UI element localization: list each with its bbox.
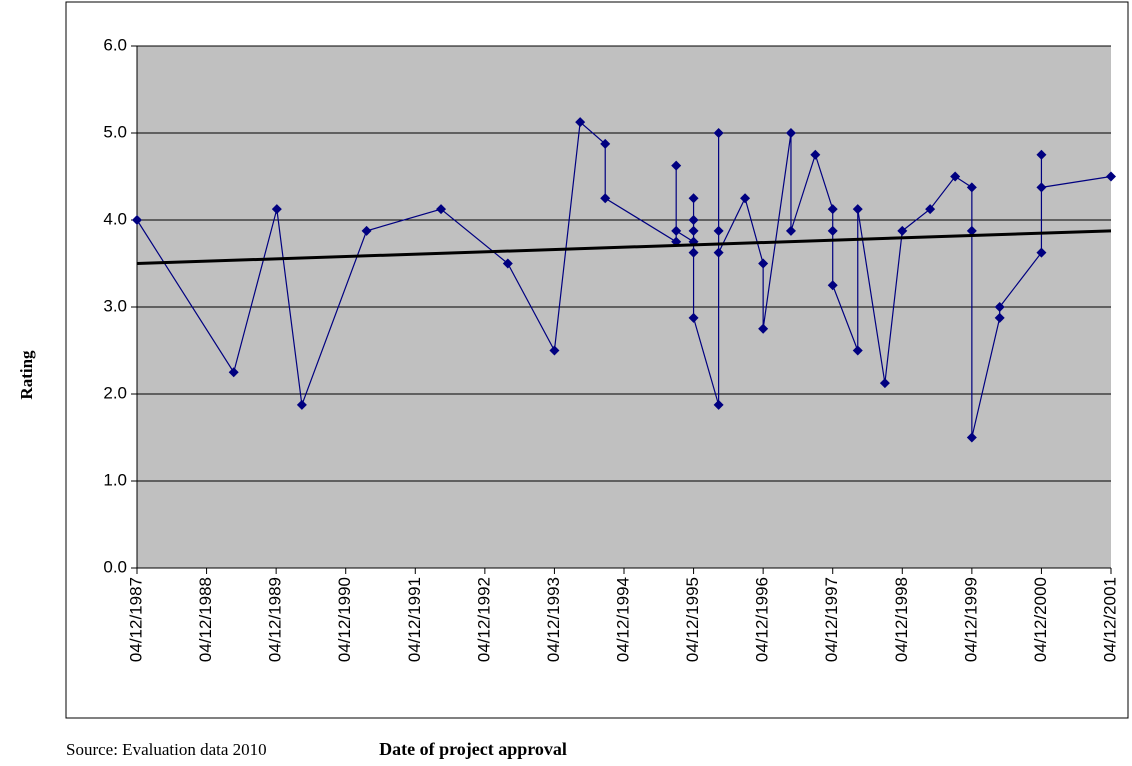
- data-point: [827, 280, 838, 291]
- data-point: [827, 204, 838, 215]
- x-tick-label: 04/12/1987: [126, 577, 145, 662]
- data-point: [966, 182, 977, 193]
- x-tick-label: 04/12/1989: [266, 577, 285, 662]
- data-point: [713, 399, 724, 410]
- y-axis-label: Rating: [17, 350, 36, 400]
- data-point: [436, 204, 447, 215]
- data-point: [966, 225, 977, 236]
- x-tick-label: 04/12/1992: [474, 577, 493, 662]
- data-point: [132, 215, 142, 225]
- data-point: [852, 345, 863, 356]
- data-point: [994, 302, 1005, 312]
- data-point: [688, 312, 699, 323]
- data-point: [671, 225, 682, 236]
- x-tick-label: 04/12/1999: [961, 577, 980, 662]
- data-point: [688, 225, 699, 236]
- x-tick-label: 04/12/1991: [405, 577, 424, 662]
- data-point: [713, 128, 724, 138]
- data-point: [925, 204, 936, 215]
- data-point: [549, 345, 560, 356]
- data-point: [785, 128, 796, 138]
- x-tick-label: 04/12/1997: [822, 577, 841, 662]
- x-axis-label: Date of project approval: [379, 739, 567, 759]
- y-tick-label: 1.0: [103, 470, 127, 489]
- data-point: [228, 367, 239, 378]
- data-point: [575, 117, 586, 128]
- data-point: [827, 225, 838, 236]
- data-line: [136, 120, 1112, 438]
- data-point: [879, 378, 890, 389]
- x-tick-label: 04/12/1990: [335, 577, 354, 662]
- data-point: [1106, 171, 1116, 182]
- data-point: [688, 193, 699, 204]
- data-point: [713, 225, 724, 236]
- x-tick-label: 04/12/1988: [196, 577, 215, 662]
- x-tick-label: 04/12/1998: [892, 577, 911, 662]
- data-point: [810, 149, 821, 160]
- x-tick-label: 04/12/2001: [1100, 577, 1119, 662]
- data-point: [1036, 149, 1047, 160]
- data-point: [966, 432, 977, 443]
- data-point: [600, 138, 611, 149]
- data-point: [600, 193, 611, 204]
- data-point: [950, 171, 961, 182]
- source-note: Source: Evaluation data 2010: [66, 740, 267, 759]
- data-point: [758, 323, 769, 334]
- data-point: [1036, 247, 1047, 258]
- y-tick-label: 6.0: [103, 35, 127, 54]
- y-tick-label: 3.0: [103, 296, 127, 315]
- y-tick-label: 2.0: [103, 383, 127, 402]
- x-tick-label: 04/12/1996: [753, 577, 772, 662]
- data-point: [852, 204, 863, 215]
- trend-line: [136, 229, 1112, 265]
- data-point: [271, 204, 282, 215]
- data-point: [994, 312, 1005, 323]
- data-point: [671, 160, 682, 171]
- data-point: [713, 247, 724, 258]
- data-point: [296, 399, 307, 410]
- x-tick-label: 04/12/1993: [544, 577, 563, 662]
- y-tick-label: 5.0: [103, 122, 127, 141]
- data-point: [688, 247, 699, 258]
- y-tick-label: 0.0: [103, 557, 127, 576]
- y-tick-label: 4.0: [103, 209, 127, 228]
- data-point: [1036, 182, 1047, 193]
- data-point: [897, 225, 908, 236]
- data-point: [758, 258, 769, 269]
- x-tick-label: 04/12/1995: [683, 577, 702, 662]
- data-point: [502, 258, 513, 269]
- data-point: [361, 225, 372, 236]
- chart-frame: [65, 1, 1129, 719]
- data-point: [688, 215, 699, 225]
- x-tick-label: 04/12/1994: [613, 577, 632, 662]
- data-point: [785, 225, 796, 236]
- data-point: [740, 193, 751, 204]
- x-tick-label: 04/12/2000: [1031, 577, 1050, 662]
